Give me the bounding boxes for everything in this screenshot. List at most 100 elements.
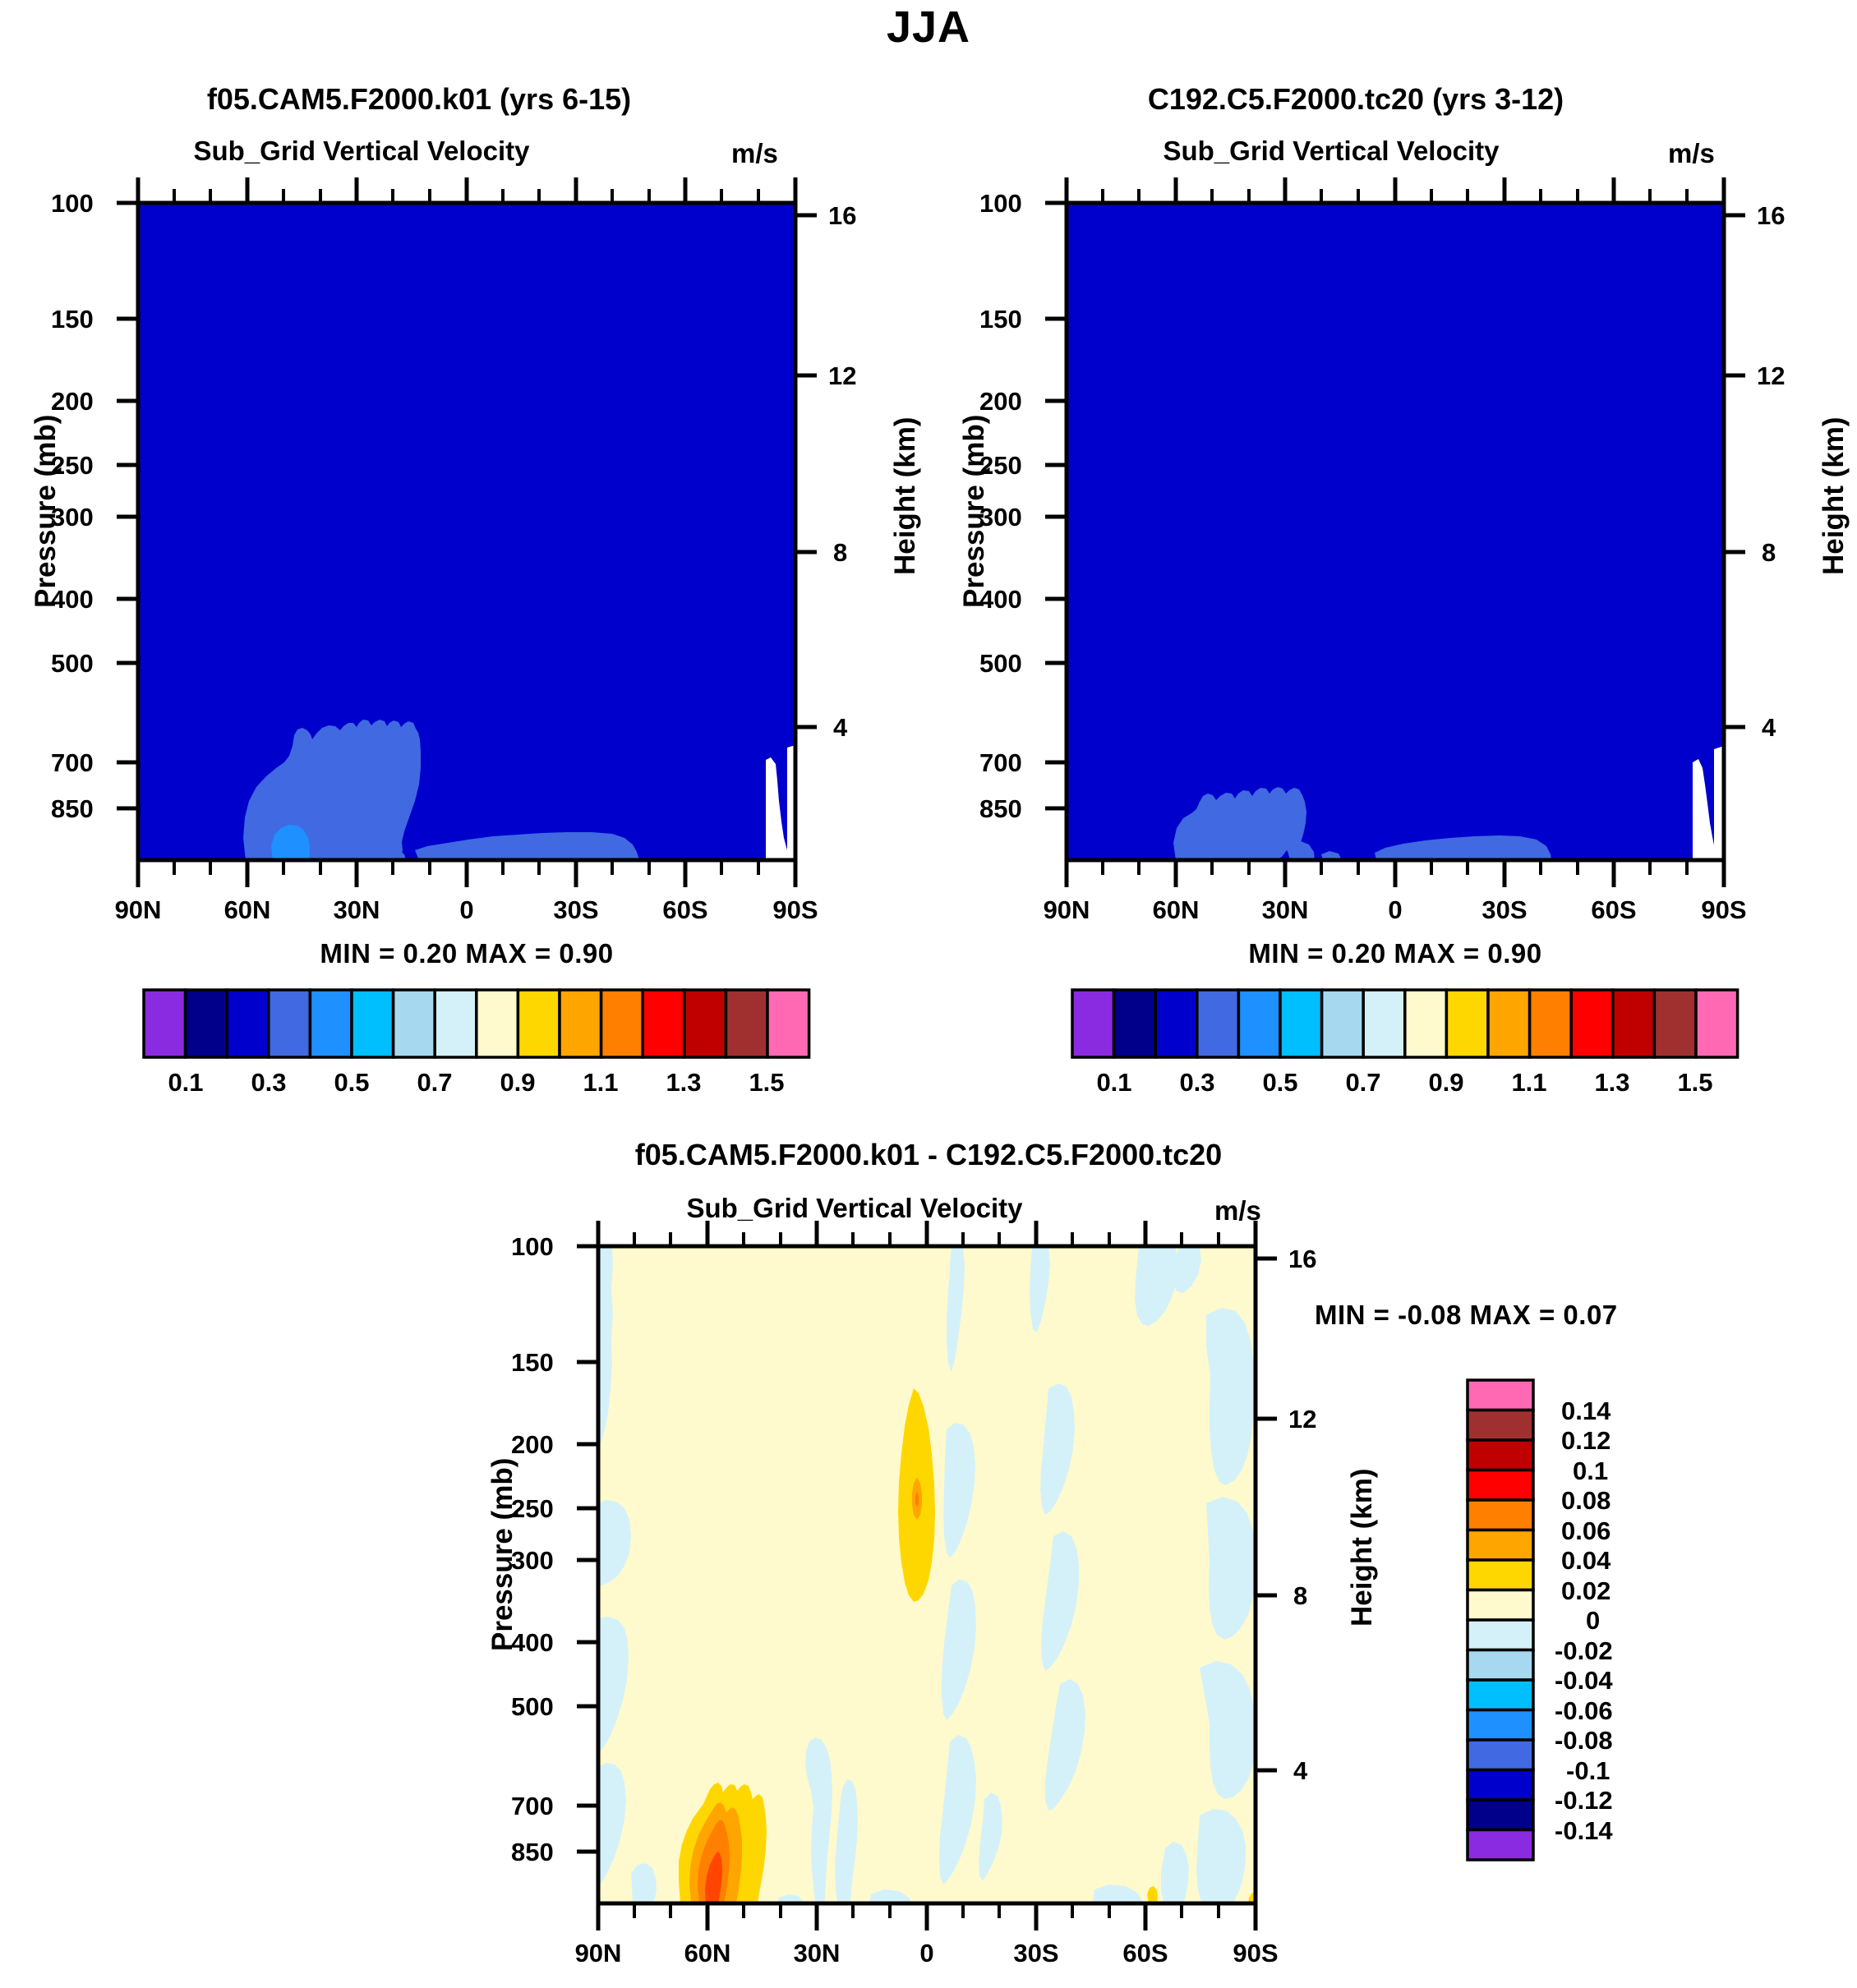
right-xtick-30S: 30S: [1481, 895, 1528, 924]
right-y2tick-12: 12: [1757, 361, 1786, 390]
diff-cb-label-0: 0: [1586, 1606, 1601, 1635]
diff-y2tick-8: 8: [1293, 1581, 1308, 1610]
right-y-ticks: [1045, 200, 1067, 811]
left-cb-label-7: 1.5: [749, 1068, 785, 1097]
diff-cb-label-neg008: -0.08: [1555, 1726, 1613, 1755]
diff-xtick-60S: 60S: [1122, 1939, 1168, 1967]
right-xtick-90N: 90N: [1043, 895, 1090, 924]
left-panel-minmax: MIN = 0.20 MAX = 0.90: [320, 938, 614, 969]
diff-xtick-30N: 30N: [793, 1939, 841, 1967]
left-ytick-250: 250: [51, 451, 94, 480]
right-cb-label-0: 0.1: [1096, 1068, 1132, 1097]
diff-y2tick-4: 4: [1293, 1756, 1308, 1785]
left-ytick-200: 200: [51, 387, 94, 416]
right-cb-label-3: 0.7: [1345, 1068, 1381, 1097]
left-xtick-60N: 60N: [223, 895, 271, 924]
right-ytick-700: 700: [979, 748, 1022, 777]
diff-ytick-250: 250: [511, 1494, 554, 1523]
diff-ytick-200: 200: [511, 1430, 554, 1459]
diff-cb-label-neg014: -0.14: [1555, 1816, 1613, 1845]
left-ytick-700: 700: [51, 748, 94, 777]
right-panel-plot[interactable]: [928, 0, 1857, 969]
diff-panel-plot[interactable]: [460, 1043, 1430, 1988]
right-colorbar[interactable]: [928, 0, 1857, 1117]
right-cb-label-4: 0.9: [1428, 1068, 1464, 1097]
diff-ytick-300: 300: [511, 1546, 554, 1575]
right-x-ticks: [1064, 860, 1726, 887]
left-cb-label-3: 0.7: [417, 1068, 453, 1097]
diff-panel-minmax: MIN = -0.08 MAX = 0.07: [1315, 1300, 1618, 1330]
diff-ytick-700: 700: [511, 1792, 554, 1820]
diff-cb-label-neg002: -0.02: [1555, 1636, 1613, 1665]
right-cb-label-5: 1.1: [1511, 1068, 1547, 1097]
right-ytick-850: 850: [979, 794, 1022, 823]
left-y2-ticks: [795, 213, 817, 729]
diff-colorbar[interactable]: [1430, 1331, 1676, 1922]
diff-cb-label-neg006: -0.06: [1555, 1696, 1613, 1725]
right-y2tick-4: 4: [1762, 713, 1776, 742]
diff-ytick-400: 400: [511, 1628, 554, 1657]
left-y2tick-12: 12: [828, 361, 857, 390]
right-panel-title: C192.C5.F2000.tc20 (yrs 3-12): [1147, 82, 1564, 116]
right-cb-label-6: 1.3: [1594, 1068, 1630, 1097]
left-cb-label-5: 1.1: [583, 1068, 619, 1097]
diff-cb-label-006: 0.06: [1561, 1516, 1611, 1545]
diff-panel-variable-title: Sub_Grid Vertical Velocity: [686, 1193, 1023, 1223]
right-panel-units: m/s: [1668, 138, 1715, 168]
diff-cb-label-008: 0.08: [1561, 1486, 1611, 1515]
left-y-ticks: [117, 200, 138, 811]
left-cb-label-4: 0.9: [500, 1068, 536, 1097]
diff-xtick-90N: 90N: [574, 1939, 622, 1967]
diff-ytick-850: 850: [511, 1838, 554, 1866]
diff-y2tick-12: 12: [1288, 1405, 1317, 1433]
page-title: JJA: [886, 2, 971, 52]
left-cb-label-2: 0.5: [334, 1068, 370, 1097]
diff-y-ticks: [577, 1244, 598, 1854]
diff-contour-field: [598, 1246, 1256, 1903]
left-colorbar-cells: [142, 988, 811, 1059]
right-ytick-100: 100: [979, 189, 1022, 218]
left-cb-label-0: 0.1: [168, 1068, 204, 1097]
diff-colorbar-cells: [1466, 1378, 1535, 1861]
right-ytick-300: 300: [979, 503, 1022, 532]
diff-cb-label-neg004: -0.04: [1555, 1666, 1613, 1695]
diff-top-ticks: [596, 1221, 1258, 1246]
right-y2-ticks: [1724, 213, 1745, 729]
diff-xtick-60N: 60N: [684, 1939, 731, 1967]
diff-xtick-30S: 30S: [1013, 1939, 1059, 1967]
right-ytick-150: 150: [979, 305, 1022, 334]
diff-cb-label-002: 0.02: [1561, 1576, 1611, 1605]
right-ytick-400: 400: [979, 585, 1022, 614]
left-cb-label-6: 1.3: [666, 1068, 702, 1097]
right-panel-variable-title: Sub_Grid Vertical Velocity: [1163, 136, 1500, 166]
right-contour-field: [1067, 203, 1724, 860]
right-cb-label-1: 0.3: [1179, 1068, 1215, 1097]
diff-ytick-500: 500: [511, 1692, 554, 1721]
left-xtick-60S: 60S: [662, 895, 708, 924]
diff-cb-label-014: 0.14: [1561, 1397, 1611, 1425]
left-cb-label-1: 0.3: [251, 1068, 287, 1097]
left-y2tick-16: 16: [828, 201, 857, 230]
right-y2tick-16: 16: [1757, 201, 1786, 230]
right-xtick-0: 0: [1388, 895, 1403, 924]
right-xtick-60S: 60S: [1591, 895, 1637, 924]
left-panel-title: f05.CAM5.F2000.k01 (yrs 6-15): [206, 82, 632, 116]
diff-ytick-100: 100: [511, 1232, 554, 1261]
left-ytick-150: 150: [51, 305, 94, 334]
left-ytick-400: 400: [51, 585, 94, 614]
right-ytick-500: 500: [979, 649, 1022, 678]
left-top-ticks: [136, 177, 798, 203]
left-panel-variable-title: Sub_Grid Vertical Velocity: [193, 136, 530, 166]
left-panel-plot[interactable]: [0, 0, 928, 969]
left-y2tick-4: 4: [833, 713, 848, 742]
right-ytick-250: 250: [979, 451, 1022, 480]
diff-cb-label-neg012: -0.12: [1555, 1786, 1613, 1815]
left-panel-units: m/s: [731, 138, 778, 168]
diff-cb-label-004: 0.04: [1561, 1546, 1611, 1575]
right-ytick-200: 200: [979, 387, 1022, 416]
left-colorbar[interactable]: [0, 0, 928, 1117]
right-xtick-30N: 30N: [1261, 895, 1309, 924]
left-ytick-100: 100: [51, 189, 94, 218]
right-panel-minmax: MIN = 0.20 MAX = 0.90: [1248, 938, 1542, 969]
right-y2tick-8: 8: [1762, 538, 1776, 567]
